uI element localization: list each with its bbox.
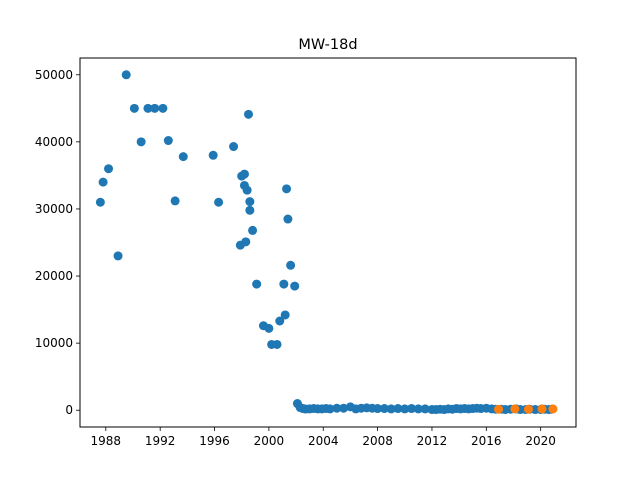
data-point [239, 169, 249, 179]
plot-frame [79, 57, 577, 428]
chart-title: MW-18d [298, 37, 357, 53]
x-tick-label: 2012 [417, 434, 448, 448]
data-point [407, 404, 417, 414]
data-point [393, 404, 403, 414]
series-2-points [494, 404, 558, 414]
data-point [252, 279, 262, 289]
data-point [494, 404, 504, 414]
data-point [420, 404, 430, 414]
data-point [523, 404, 533, 414]
data-point [373, 404, 383, 414]
data-point [104, 164, 114, 174]
y-tick-label: 0 [65, 403, 73, 417]
data-point [537, 404, 547, 414]
data-point [548, 404, 558, 414]
data-point [248, 225, 258, 235]
data-point [283, 214, 293, 224]
x-tick-label: 2000 [254, 434, 285, 448]
data-point [170, 196, 180, 206]
data-point [325, 404, 335, 414]
y-tick-label: 10000 [35, 336, 73, 350]
x-tick-label: 2004 [308, 434, 339, 448]
data-point [282, 184, 292, 194]
data-point [158, 103, 168, 113]
data-point [244, 109, 253, 119]
data-point [129, 103, 139, 113]
x-tick-label: 1996 [199, 434, 230, 448]
x-tick-label: 2016 [471, 434, 502, 448]
data-point [279, 279, 289, 289]
x-tick-label: 2020 [525, 434, 556, 448]
y-tick-label: 50000 [35, 68, 73, 82]
data-point [290, 281, 300, 291]
data-point [413, 404, 423, 414]
data-point [98, 177, 108, 187]
data-point [241, 237, 251, 247]
data-point [386, 404, 396, 414]
data-point [143, 103, 153, 113]
y-tick-label: 20000 [35, 269, 73, 283]
data-point [400, 404, 410, 414]
data-point [272, 339, 282, 349]
data-point [229, 142, 239, 152]
data-point [163, 136, 173, 146]
x-tick-label: 1992 [145, 434, 176, 448]
data-point [275, 316, 285, 326]
data-point [332, 403, 342, 413]
x-axis: 1988 1992 1996 2000 2004 2008 2012 2016 2020 [91, 427, 556, 448]
x-tick-label: 2008 [362, 434, 393, 448]
y-tick-label: 30000 [35, 202, 73, 216]
data-point [95, 197, 105, 207]
data-point [178, 152, 188, 162]
data-point [510, 404, 520, 414]
x-tick-label: 1988 [91, 434, 122, 448]
y-axis: 0 10000 20000 30000 40000 50000 [35, 68, 80, 417]
data-points [95, 70, 558, 415]
data-point [214, 197, 224, 207]
data-point [121, 70, 131, 80]
data-point [245, 197, 255, 207]
data-point [339, 403, 349, 413]
y-tick-label: 40000 [35, 135, 73, 149]
data-point [113, 251, 123, 261]
data-point [264, 323, 274, 333]
data-point [286, 260, 296, 270]
data-point [136, 137, 146, 147]
data-point [208, 150, 218, 160]
data-point [245, 205, 255, 215]
data-point [280, 310, 290, 320]
data-point [379, 404, 389, 414]
data-point [150, 103, 160, 113]
data-point [242, 185, 252, 195]
